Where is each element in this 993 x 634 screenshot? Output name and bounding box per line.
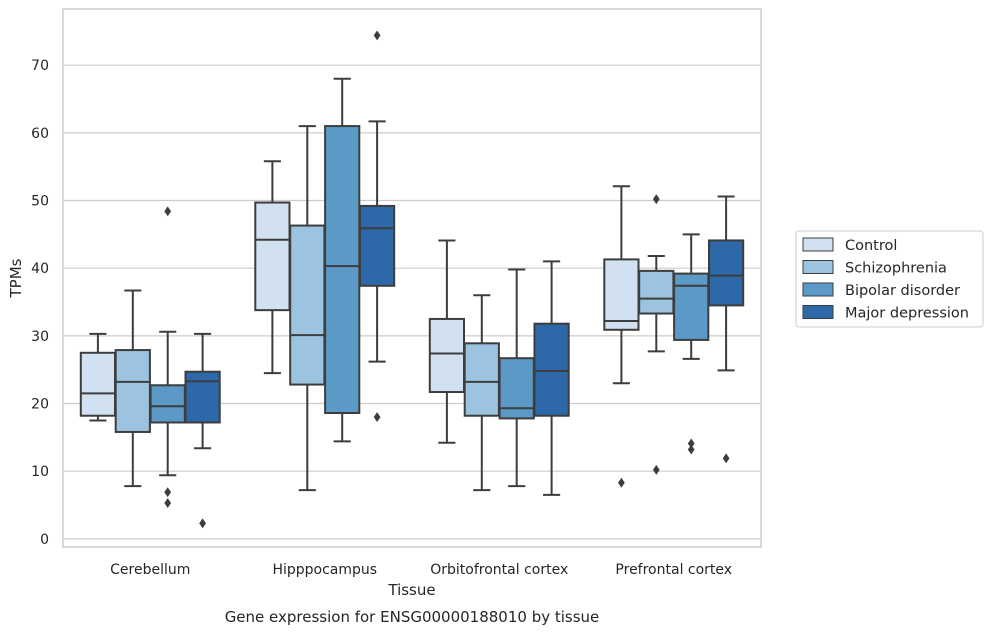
x-axis-ticks: Cerebellum Hipppocampus Orbitofrontal cort…	[110, 562, 732, 578]
box	[324, 77, 361, 443]
outlier-point	[652, 194, 660, 205]
y-axis-label: TPMs	[7, 258, 25, 298]
y-tick-label: 40	[31, 261, 49, 277]
legend-label: Schizophrenia	[845, 261, 947, 277]
box	[79, 332, 117, 422]
legend: Control Schizophrenia Bipolar disorder Majo…	[795, 230, 984, 328]
y-tick-label: 50	[31, 194, 49, 210]
box	[184, 332, 221, 529]
box-body	[673, 272, 710, 341]
box	[533, 260, 570, 496]
box	[254, 160, 291, 375]
box	[707, 195, 745, 464]
box	[149, 206, 186, 508]
y-tick-label: 30	[31, 329, 49, 345]
outlier-point	[722, 453, 730, 464]
x-tick-label: Hipppocampus	[272, 562, 377, 578]
box-body	[463, 342, 500, 417]
outlier-point	[199, 518, 206, 529]
legend-label: Major depression	[845, 306, 969, 322]
series-control	[79, 160, 640, 488]
outlier-point	[652, 464, 660, 475]
y-tick-label: 70	[31, 58, 49, 74]
outlier-point	[618, 477, 625, 488]
figure-caption: Gene expression for ENSG00000188010 by t…	[225, 608, 600, 626]
y-tick-label: 10	[31, 464, 49, 480]
box-body	[533, 322, 570, 417]
box	[289, 125, 326, 492]
box	[358, 30, 396, 423]
outlier-point	[687, 444, 695, 455]
box-body	[114, 349, 151, 433]
outlier-point	[373, 412, 381, 423]
plot-frame	[62, 8, 762, 548]
box-body	[149, 384, 186, 424]
x-axis-label: Tissue	[387, 581, 435, 599]
legend-frame	[795, 230, 984, 328]
y-axis-ticks: 0 10 20 30 40 50 60 70	[31, 58, 49, 548]
box-body	[324, 125, 361, 415]
box	[603, 185, 640, 488]
outlier-point	[687, 438, 695, 449]
box	[498, 268, 535, 488]
box-body	[603, 258, 640, 331]
box-body	[289, 224, 326, 386]
box-body	[358, 204, 396, 287]
box-body	[498, 357, 535, 420]
x-tick-label: Orbitofrontal cortex	[430, 562, 568, 578]
outlier-point	[164, 487, 172, 498]
box-body	[707, 239, 745, 307]
x-tick-label: Cerebellum	[110, 562, 190, 578]
legend-swatch	[802, 237, 834, 252]
y-tick-label: 20	[31, 397, 49, 413]
box	[114, 289, 151, 488]
x-tick-label: Prefrontal cortex	[615, 562, 732, 578]
legend-label: Control	[845, 238, 897, 254]
outlier-point	[373, 30, 381, 41]
series-schizophrenia	[114, 125, 675, 492]
box-body	[184, 370, 221, 424]
legend-swatch	[802, 282, 834, 297]
box-body	[79, 351, 117, 417]
box-body	[254, 201, 291, 312]
box-plot-series	[79, 30, 745, 529]
y-tick-label: 0	[40, 532, 49, 548]
series-major-depression	[184, 30, 745, 529]
y-tick-label: 60	[31, 126, 49, 142]
box-body	[638, 269, 675, 315]
box-body	[428, 317, 466, 394]
box	[673, 233, 710, 455]
box	[638, 194, 675, 475]
outlier-point	[164, 498, 172, 508]
legend-label: Bipolar disorder	[845, 283, 960, 299]
legend-swatch	[802, 260, 834, 274]
box	[428, 239, 466, 444]
legend-swatch	[802, 305, 834, 319]
box	[463, 294, 500, 492]
outlier-point	[164, 206, 172, 217]
